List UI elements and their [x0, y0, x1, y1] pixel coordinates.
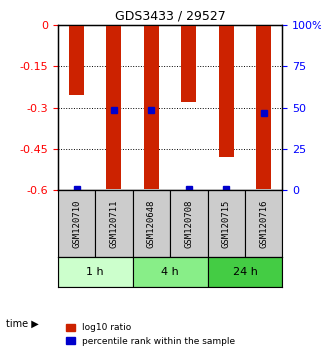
FancyBboxPatch shape — [170, 190, 208, 257]
Title: GDS3433 / 29527: GDS3433 / 29527 — [115, 9, 226, 22]
Bar — [256, 25, 271, 189]
Text: GSM120708: GSM120708 — [184, 199, 193, 248]
Text: time ▶: time ▶ — [6, 319, 39, 329]
Text: GSM120648: GSM120648 — [147, 199, 156, 248]
FancyBboxPatch shape — [58, 190, 95, 257]
FancyBboxPatch shape — [133, 257, 208, 287]
Text: 24 h: 24 h — [233, 267, 257, 277]
FancyBboxPatch shape — [208, 190, 245, 257]
Text: GSM120710: GSM120710 — [72, 199, 81, 248]
FancyBboxPatch shape — [208, 257, 282, 287]
Bar — [219, 25, 234, 157]
FancyBboxPatch shape — [95, 190, 133, 257]
FancyBboxPatch shape — [133, 190, 170, 257]
Bar — [69, 25, 84, 95]
Text: GSM120716: GSM120716 — [259, 199, 268, 248]
Bar — [107, 25, 121, 189]
FancyBboxPatch shape — [58, 257, 133, 287]
Bar — [144, 25, 159, 189]
Bar — [181, 25, 196, 102]
Text: GSM120711: GSM120711 — [109, 199, 118, 248]
Text: GSM120715: GSM120715 — [222, 199, 231, 248]
Text: 4 h: 4 h — [161, 267, 179, 277]
FancyBboxPatch shape — [245, 190, 282, 257]
Legend: log10 ratio, percentile rank within the sample: log10 ratio, percentile rank within the … — [62, 320, 239, 349]
Text: 1 h: 1 h — [86, 267, 104, 277]
